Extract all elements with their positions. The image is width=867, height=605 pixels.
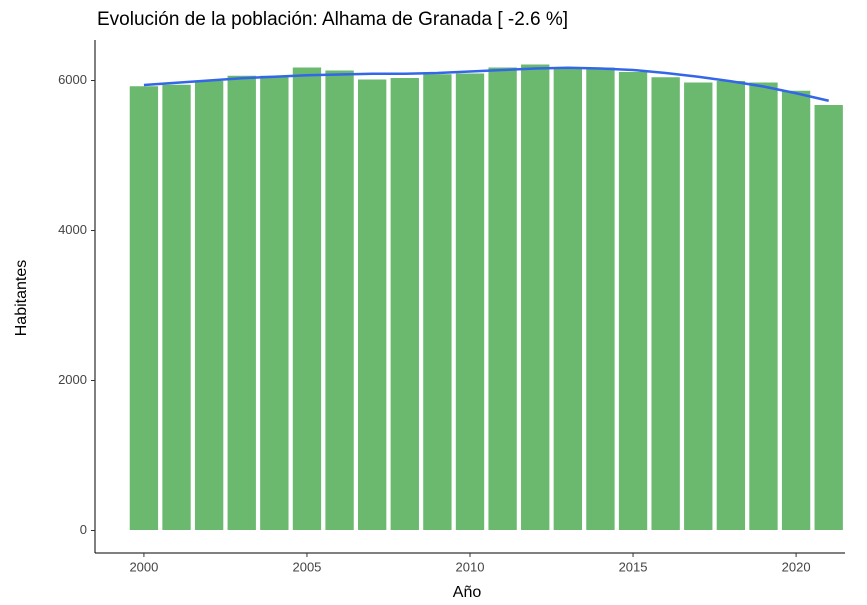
chart-title: Evolución de la población: Alhama de Gra…	[97, 9, 568, 30]
bar	[683, 81, 714, 531]
bar	[780, 89, 812, 531]
x-tick-label: 2005	[292, 559, 321, 574]
bar	[226, 74, 257, 531]
trend-line	[143, 66, 829, 102]
x-tick-label: 2000	[129, 559, 158, 574]
bar	[552, 68, 583, 531]
bar	[715, 80, 747, 531]
bar	[585, 66, 616, 531]
y-tick-label: 2000	[58, 372, 87, 387]
bar	[422, 73, 453, 531]
x-tick-label: 2015	[619, 559, 648, 574]
bar	[291, 66, 323, 531]
bar	[128, 85, 160, 531]
bar	[813, 104, 844, 531]
bar	[617, 71, 649, 531]
bar	[193, 80, 225, 531]
x-tick-label: 2020	[782, 559, 811, 574]
y-tick-label: 4000	[58, 222, 87, 237]
bar	[389, 77, 420, 531]
y-axis-label: Habitantes	[13, 260, 30, 337]
y-tick-label: 0	[80, 522, 87, 537]
bar	[454, 72, 486, 531]
x-tick-label: 2010	[456, 559, 485, 574]
bar	[520, 63, 551, 531]
bar	[324, 69, 355, 531]
bar	[161, 83, 192, 531]
bar	[259, 74, 290, 531]
y-tick-label: 6000	[58, 72, 87, 87]
bar	[487, 66, 518, 531]
bar	[357, 78, 388, 531]
x-axis-label: Año	[453, 584, 482, 601]
bar	[650, 76, 681, 531]
bar	[748, 81, 779, 531]
